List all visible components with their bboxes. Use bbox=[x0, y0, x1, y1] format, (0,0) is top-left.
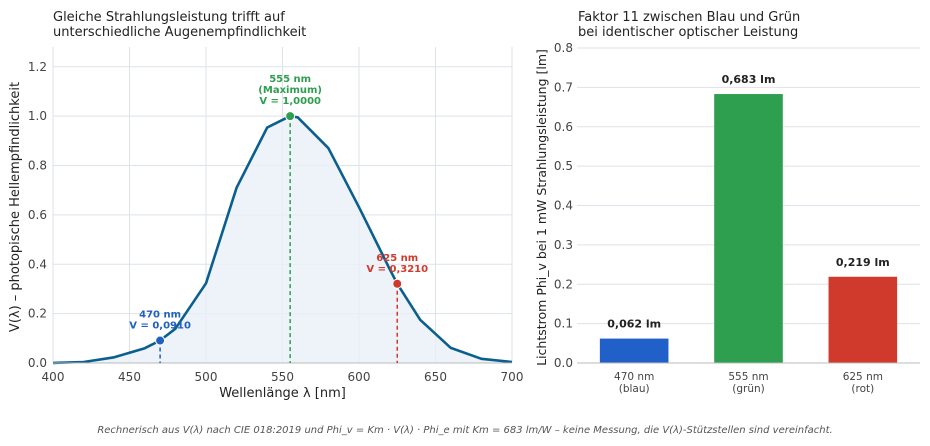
y-tick-label: 0.1 bbox=[554, 317, 573, 331]
bar-value-label: 0,219 lm bbox=[836, 256, 890, 269]
x-tick-label: 700 bbox=[501, 370, 524, 384]
y-tick-label: 0.2 bbox=[28, 307, 47, 321]
y-tick-label: 1.0 bbox=[28, 109, 47, 123]
x-tick-label: 450 bbox=[118, 370, 141, 384]
marker-label: 625 nm bbox=[376, 253, 418, 264]
x-tick-label: 400 bbox=[42, 370, 65, 384]
x-tick-label: 550 bbox=[271, 370, 294, 384]
chart-title: unterschiedliche Augenempfindlichkeit bbox=[53, 25, 306, 40]
marker-label: 470 nm bbox=[139, 310, 181, 321]
x-tick-label: 500 bbox=[195, 370, 218, 384]
marker-label: V = 0,0910 bbox=[129, 321, 191, 332]
x-tick-label: 555 nm bbox=[728, 371, 768, 383]
marker-label: 555 nm bbox=[269, 74, 311, 85]
bar bbox=[828, 276, 898, 363]
x-tick-label: (rot) bbox=[851, 383, 874, 395]
y-tick-label: 0.8 bbox=[28, 159, 47, 173]
x-tick-label: 650 bbox=[424, 370, 447, 384]
x-axis-label: Wellenlänge λ [nm] bbox=[219, 386, 346, 401]
chart-title: Gleiche Strahlungsleistung trifft auf bbox=[53, 10, 285, 25]
y-axis-label: V(λ) – photopische Hellempfindlichkeit bbox=[8, 82, 23, 332]
left-chart: 470 nmV = 0,0910 555 nm(Maximum)V = 1,000… bbox=[8, 10, 523, 401]
y-tick-label: 0.0 bbox=[554, 356, 573, 370]
y-tick-label: 0.6 bbox=[28, 208, 47, 222]
bar-value-label: 0,683 lm bbox=[722, 73, 776, 86]
right-chart: 0,062 lm 470 nm(blau) 0,683 lm 555 nm(grün)… bbox=[534, 10, 920, 395]
curve-area bbox=[53, 116, 512, 363]
marker-label: (Maximum) bbox=[258, 85, 322, 96]
marker-label: V = 1,0000 bbox=[259, 96, 321, 107]
y-tick-label: 0.8 bbox=[554, 41, 573, 55]
marker-point bbox=[392, 278, 403, 289]
x-tick-label: 470 nm bbox=[614, 371, 654, 383]
y-tick-label: 0.6 bbox=[554, 120, 573, 134]
y-tick-label: 0.4 bbox=[28, 257, 47, 271]
x-tick-label: (grün) bbox=[732, 383, 764, 395]
y-axis-label: Lichtstrom Phi_v bei 1 mW Strahlungsleis… bbox=[534, 49, 549, 366]
v-lambda-line bbox=[53, 114, 512, 365]
y-tick-label: 0.2 bbox=[554, 277, 573, 291]
bar bbox=[599, 338, 669, 363]
bar-value-label: 0,062 lm bbox=[607, 318, 661, 331]
x-tick-label: (blau) bbox=[619, 383, 650, 395]
chart-title: Faktor 11 zwischen Blau und Grün bbox=[578, 10, 800, 25]
y-tick-label: 1.2 bbox=[28, 60, 47, 74]
marker-point bbox=[285, 111, 296, 122]
x-tick-label: 600 bbox=[348, 370, 371, 384]
y-tick-label: 0.7 bbox=[554, 80, 573, 94]
y-tick-label: 0.3 bbox=[554, 238, 573, 252]
bar bbox=[714, 94, 783, 363]
footnote: Rechnerisch aus V(λ) nach CIE 018:2019 u… bbox=[97, 425, 833, 436]
y-tick-label: 0.5 bbox=[554, 159, 573, 173]
marker-point bbox=[155, 335, 166, 346]
marker-label: V = 0,3210 bbox=[366, 264, 428, 275]
y-tick-label: 0.0 bbox=[28, 356, 47, 370]
chart-title: bei identischer optischer Leistung bbox=[578, 25, 798, 40]
x-tick-label: 625 nm bbox=[843, 371, 883, 383]
y-tick-label: 0.4 bbox=[554, 199, 573, 213]
